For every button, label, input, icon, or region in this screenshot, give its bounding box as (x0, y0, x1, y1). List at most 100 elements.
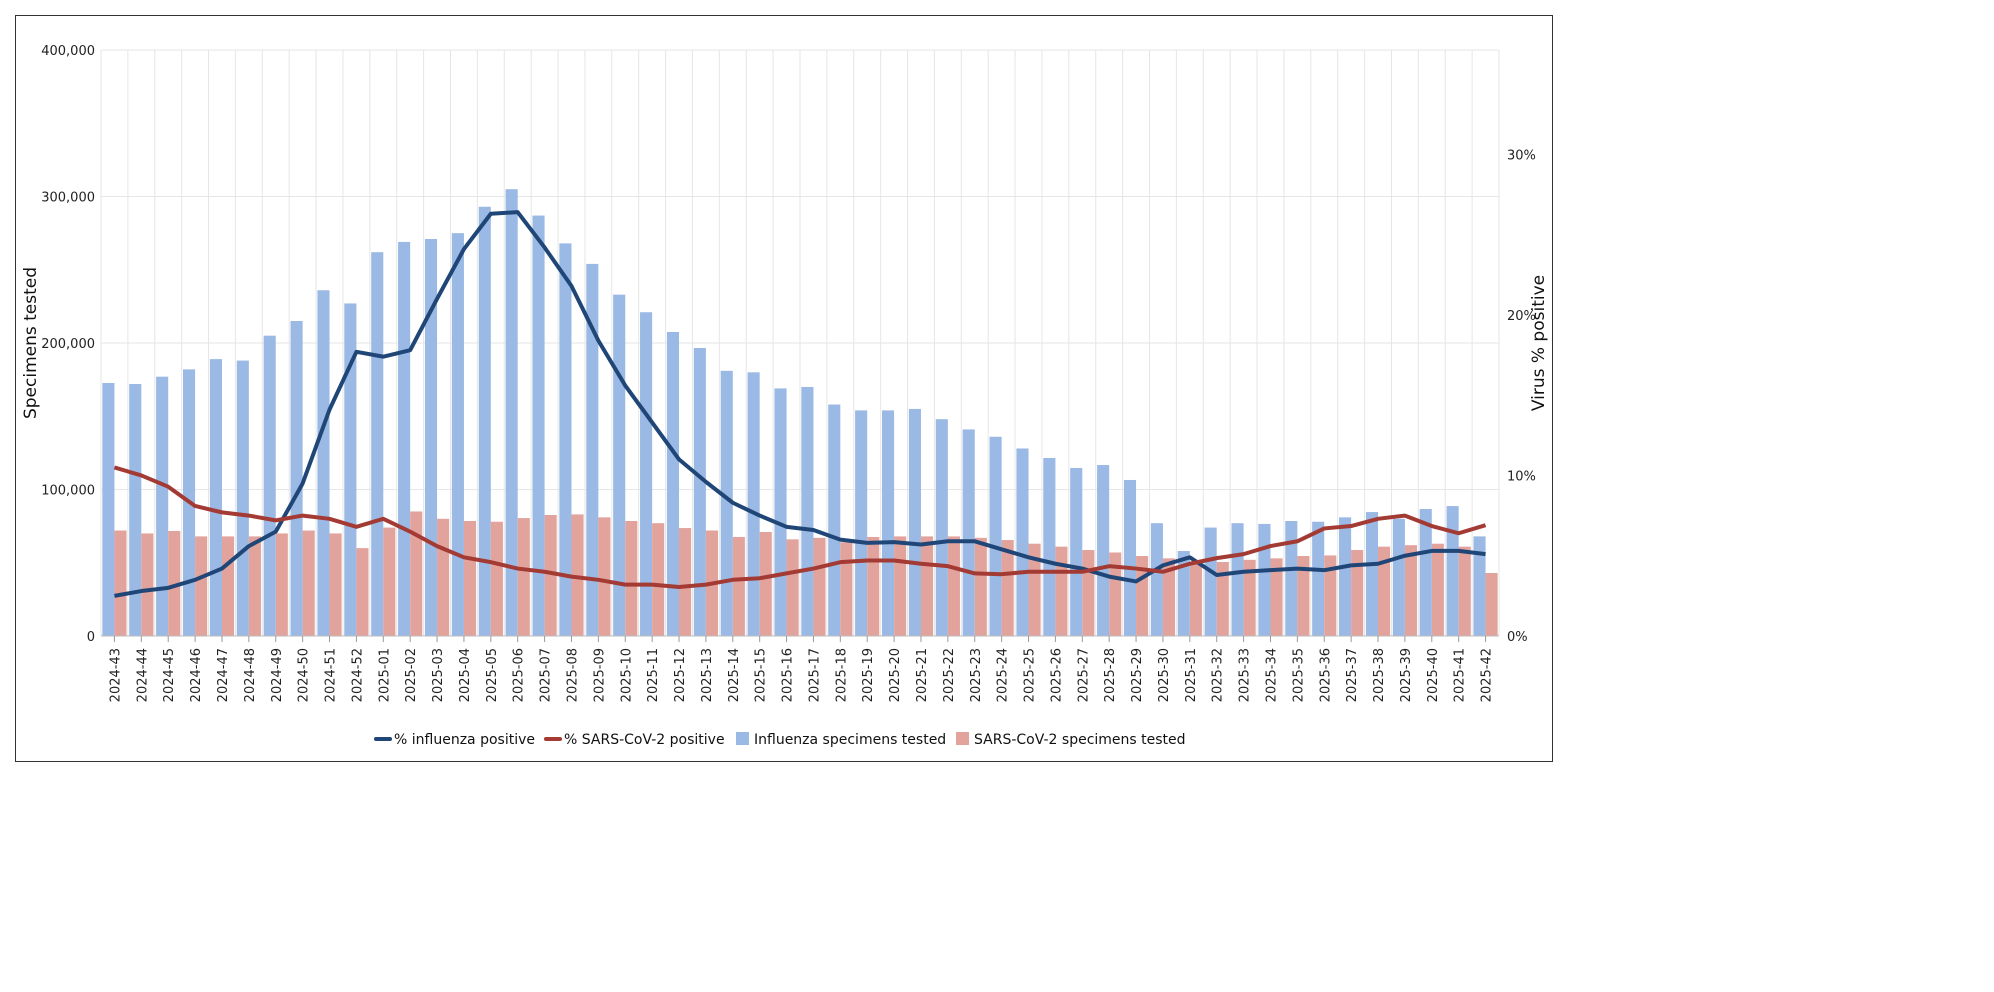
x-tick-label: 2025-25 (1023, 648, 1038, 702)
bar-influenza (236, 360, 249, 636)
x-tick-label: 2025-31 (1184, 648, 1199, 702)
legend-label: % influenza positive (394, 732, 535, 748)
bar-influenza (1177, 551, 1190, 636)
bars (102, 189, 1498, 637)
y-right-tick-label: 20% (1507, 309, 1536, 324)
bar-influenza (1204, 527, 1217, 636)
bar-sars-cov-2 (141, 533, 154, 636)
bar-influenza (586, 263, 599, 636)
bar-influenza (1312, 521, 1325, 636)
bar-influenza (801, 386, 814, 636)
bar-sars-cov-2 (248, 536, 261, 636)
legend-bar-swatch (956, 732, 969, 745)
bar-sars-cov-2 (221, 536, 235, 636)
bar-sars-cov-2 (786, 539, 799, 636)
legend-label: SARS-CoV-2 specimens tested (974, 732, 1186, 748)
bar-influenza (1473, 536, 1486, 636)
combo-chart: 0 100,000 200,000 300,000 400,000 0% 10% 20% 30%… (21, 44, 1549, 748)
chart-frame: 0 100,000 200,000 300,000 400,000 0% 10% 20% 30%… (15, 15, 1553, 762)
x-tick-label: 2025-29 (1130, 648, 1145, 702)
bar-sars-cov-2 (1055, 546, 1068, 636)
bar-sars-cov-2 (920, 536, 934, 636)
bar-influenza (962, 429, 975, 636)
bar-sars-cov-2 (813, 537, 826, 636)
line-influenza-positive (114, 210, 1486, 598)
bar-sars-cov-2 (571, 514, 584, 636)
bar-influenza (1446, 506, 1459, 636)
bar-sars-cov-2 (168, 530, 181, 636)
x-tick-label: 2025-16 (781, 648, 796, 702)
legend-label: Influenza specimens tested (754, 732, 946, 748)
bar-influenza (532, 215, 545, 637)
x-tick-label: 2025-07 (539, 648, 554, 702)
bar-sars-cov-2 (1378, 546, 1391, 636)
x-tick-label: 2025-11 (646, 648, 661, 702)
bar-influenza (935, 419, 948, 636)
bar-sars-cov-2 (1431, 543, 1444, 636)
x-tick-label: 2025-32 (1211, 648, 1226, 702)
x-tick-label: 2025-35 (1291, 648, 1306, 702)
bar-influenza (908, 408, 921, 636)
bar-influenza (1258, 523, 1271, 636)
bar-sars-cov-2 (1216, 562, 1229, 636)
x-tick-label: 2025-30 (1157, 648, 1172, 702)
x-tick-label: 2025-37 (1345, 648, 1360, 702)
x-tick-label: 2024-43 (108, 648, 123, 702)
y-right-tick-label: 0% (1507, 630, 1528, 645)
bar-influenza (693, 347, 706, 636)
x-tick-label: 2025-15 (754, 648, 769, 702)
bar-sars-cov-2 (517, 518, 530, 636)
y-tick-label: 100,000 (41, 484, 95, 499)
bar-sars-cov-2 (356, 548, 369, 636)
bar-influenza (1043, 458, 1056, 636)
x-tick-label: 2025-04 (458, 648, 473, 702)
bar-influenza (263, 335, 276, 636)
bar-influenza (398, 241, 411, 637)
y-axis-label: Specimens tested (21, 267, 41, 419)
bar-influenza (451, 233, 464, 636)
bar-influenza (640, 312, 653, 636)
x-tick-label: 2025-33 (1238, 648, 1253, 702)
bar-sars-cov-2 (1082, 550, 1095, 636)
y-tick-label: 200,000 (41, 337, 95, 352)
bar-influenza (156, 376, 169, 636)
bar-sars-cov-2 (1162, 558, 1176, 636)
y-right-tick-label: 30% (1507, 148, 1536, 163)
bar-sars-cov-2 (275, 533, 288, 636)
bar-influenza (1097, 465, 1110, 636)
bar-influenza (1419, 508, 1432, 636)
bar-influenza (1070, 467, 1083, 636)
bar-influenza (1285, 520, 1298, 636)
x-tick-label: 2025-41 (1453, 648, 1468, 702)
x-tick-label: 2024-52 (350, 648, 365, 702)
bar-sars-cov-2 (1189, 562, 1202, 636)
bar-sars-cov-2 (598, 517, 611, 636)
x-tick-label: 2025-24 (996, 648, 1011, 702)
x-tick-label: 2024-48 (243, 648, 258, 702)
bar-influenza (1231, 523, 1244, 636)
bar-sars-cov-2 (1243, 559, 1256, 636)
bar-influenza (1150, 523, 1163, 636)
bar-sars-cov-2 (195, 536, 208, 636)
x-tick-label: 2025-22 (942, 648, 957, 702)
x-tick-label: 2025-08 (565, 648, 580, 702)
bar-sars-cov-2 (1324, 555, 1337, 636)
bar-influenza (855, 410, 868, 636)
bar-sars-cov-2 (894, 536, 907, 636)
x-tick-label: 2024-45 (162, 648, 177, 702)
x-tick-label: 2025-13 (700, 648, 715, 702)
bar-influenza (1016, 448, 1029, 636)
x-tick-label: 2025-34 (1264, 648, 1279, 702)
bar-influenza (828, 404, 841, 636)
bar-sars-cov-2 (437, 518, 450, 636)
bar-influenza (666, 332, 680, 636)
bar-sars-cov-2 (463, 520, 477, 636)
x-tick-label: 2024-47 (216, 648, 231, 702)
bar-sars-cov-2 (1485, 573, 1498, 636)
x-tick-label: 2025-23 (969, 648, 984, 702)
x-tick-label: 2025-17 (807, 648, 822, 702)
bar-sars-cov-2 (679, 528, 692, 636)
bar-sars-cov-2 (1001, 540, 1014, 636)
grid (100, 49, 1500, 637)
x-tick-label: 2025-12 (673, 648, 688, 702)
